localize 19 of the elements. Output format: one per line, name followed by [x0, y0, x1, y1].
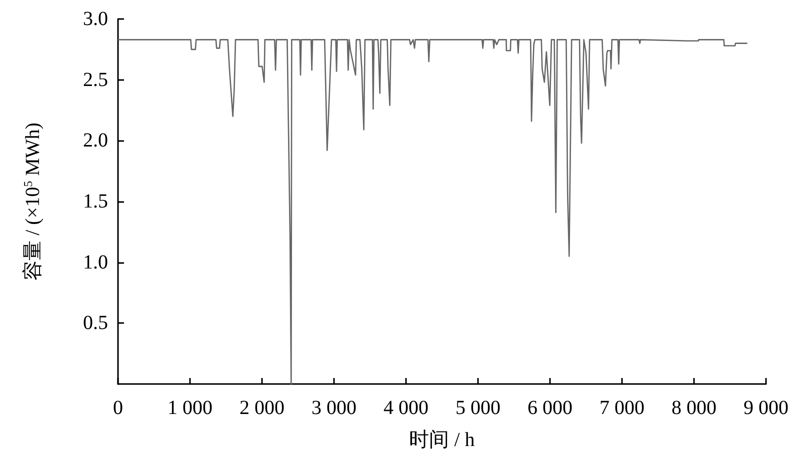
- y-tick-label: 1.0: [83, 251, 108, 274]
- x-tick-label: 0: [113, 397, 123, 419]
- y-axis-title: 容量 / (×105 MWh): [21, 122, 44, 280]
- y-tick-label: 1.5: [83, 190, 108, 212]
- x-axis-title: 时间 / h: [409, 429, 475, 451]
- y-tick-label: 2.0: [83, 130, 108, 152]
- x-tick-label: 5 000: [456, 397, 500, 419]
- y-tick-label: 0.5: [83, 312, 108, 334]
- x-tick-label: 7 000: [600, 397, 644, 419]
- x-tick-label: 4 000: [384, 397, 428, 419]
- x-tick-label: 2 000: [240, 397, 284, 419]
- y-tick-label: 2.5: [83, 68, 108, 91]
- x-tick-label: 3 000: [312, 397, 356, 419]
- line-series: [117, 39, 748, 385]
- x-tick-label: 1 000: [168, 397, 212, 419]
- x-tick-label: 6 000: [528, 397, 572, 419]
- x-tick-label: 8 000: [672, 397, 716, 419]
- y-tick-label: 3.0: [83, 8, 108, 30]
- x-tick-label: 9 000: [744, 397, 788, 419]
